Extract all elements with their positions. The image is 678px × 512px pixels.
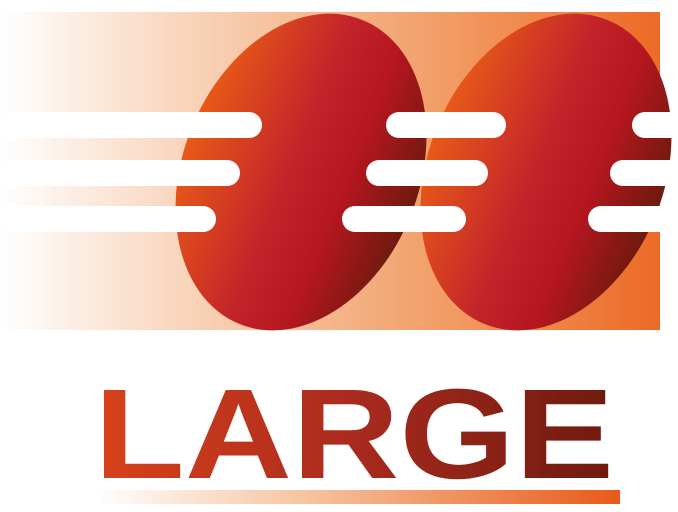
speed-line (0, 112, 262, 138)
right-lens (420, 13, 672, 331)
speed-line (610, 160, 678, 186)
speed-line (366, 160, 488, 186)
speed-line (0, 160, 240, 186)
speed-line (0, 206, 216, 232)
speed-line (342, 206, 466, 232)
wordmark-underline (94, 490, 620, 504)
brand-wordmark: LARGE (94, 363, 614, 506)
speed-line (632, 112, 678, 138)
left-lens (175, 13, 427, 331)
speed-line (386, 112, 506, 138)
speed-lines (0, 112, 678, 232)
speed-line (588, 206, 678, 232)
